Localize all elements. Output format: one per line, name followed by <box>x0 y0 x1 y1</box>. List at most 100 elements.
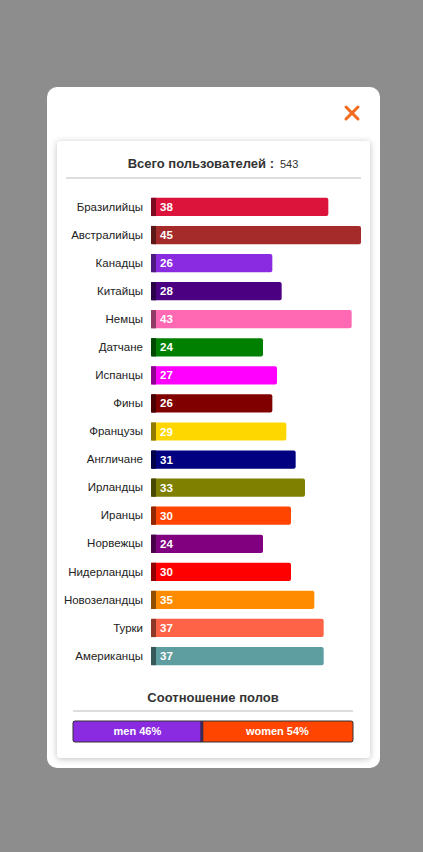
bar <box>151 226 361 244</box>
data-label: 37 <box>160 622 173 634</box>
separator <box>73 711 353 712</box>
data-label: 38 <box>160 201 173 213</box>
data-label: 31 <box>160 454 173 466</box>
tick: Испанцы <box>95 369 143 381</box>
category-axis: Бразилийцы Австралийцы Канадцы Китайцы Немцы… <box>64 201 143 662</box>
separator <box>66 178 361 179</box>
tick: Немцы <box>106 313 143 325</box>
category-label: Нидерландцы <box>68 566 143 578</box>
data-label: 24 <box>160 341 173 353</box>
total-value: 543 <box>280 158 298 170</box>
tick: Канадцы <box>96 257 143 269</box>
bar-edge <box>151 254 156 272</box>
category-label: Норвежцы <box>87 537 143 549</box>
tick: Бразилийцы <box>77 201 143 213</box>
bar-edge <box>151 450 156 468</box>
data-label: 26 <box>160 397 173 409</box>
bar-frame <box>73 721 353 742</box>
bar-edge <box>151 479 156 497</box>
category-label: Австралийцы <box>71 229 143 241</box>
category-label: Англичане <box>87 453 143 465</box>
close-stroke[interactable] <box>346 107 358 119</box>
data-label: women 54% <box>245 725 309 737</box>
title-text: Всего пользователей : <box>128 156 274 171</box>
tick: Англичане <box>87 453 143 465</box>
card <box>57 141 370 758</box>
bar <box>151 422 286 440</box>
category-label: Французы <box>89 425 143 437</box>
category-label: Немцы <box>106 313 143 325</box>
bar-edge <box>151 198 156 216</box>
bar <box>151 282 282 300</box>
data-label: 45 <box>160 229 173 241</box>
bar <box>151 254 272 272</box>
tick: Иранцы <box>101 509 143 521</box>
bar-edge <box>151 535 156 553</box>
data-label: 30 <box>160 510 173 522</box>
category-label: Иранцы <box>101 509 143 521</box>
bar-edge <box>151 563 156 581</box>
bar-edge <box>151 226 156 244</box>
data-label: 33 <box>160 482 173 494</box>
close-stroke[interactable] <box>346 107 358 119</box>
bar-segment <box>202 721 353 742</box>
backdrop <box>0 0 423 852</box>
category-label: Ирландцы <box>88 481 143 493</box>
chart-title: Всего пользователей : 543 <box>128 156 299 171</box>
data-label: 24 <box>160 538 173 550</box>
bar <box>151 507 291 525</box>
data-label: 28 <box>160 285 173 297</box>
category-label: Фины <box>113 397 143 409</box>
data-labels: men 46% women 54% <box>114 725 310 737</box>
data-label: 37 <box>160 650 173 662</box>
bar-edge <box>151 310 156 328</box>
bar-edge <box>151 282 156 300</box>
bar <box>151 198 328 216</box>
bar <box>151 450 296 468</box>
tick: Новозеландцы <box>64 594 143 606</box>
category-label: Датчане <box>99 341 143 353</box>
data-label: 43 <box>160 313 173 325</box>
bar <box>151 394 272 412</box>
bar-edge <box>151 422 156 440</box>
bar-edge <box>151 338 156 356</box>
tick: Китайцы <box>97 285 143 297</box>
bar <box>151 619 324 637</box>
data-label: men 46% <box>114 725 162 737</box>
modal <box>47 87 380 768</box>
canvas: Всего пользователей : 543 Бразилийцы Австра… <box>0 0 423 852</box>
bar <box>151 310 352 328</box>
tick: Ирландцы <box>88 481 143 493</box>
tick: Австралийцы <box>71 229 143 241</box>
tick: Норвежцы <box>87 537 143 549</box>
tick: Нидерландцы <box>68 566 143 578</box>
bar <box>151 535 263 553</box>
tick: Турки <box>113 622 143 634</box>
bar-edge <box>151 647 156 665</box>
category-label: Бразилийцы <box>77 201 143 213</box>
data-label: 27 <box>160 369 173 381</box>
bar-edge <box>151 619 156 637</box>
bar <box>151 591 314 609</box>
tick: Французы <box>89 425 143 437</box>
category-label: Американцы <box>75 650 143 662</box>
category-label: Канадцы <box>96 257 143 269</box>
tick: Американцы <box>75 650 143 662</box>
tick: Датчане <box>99 341 143 353</box>
bar-edge <box>151 591 156 609</box>
data-label: 30 <box>160 566 173 578</box>
tick: Фины <box>113 397 143 409</box>
bar <box>151 479 305 497</box>
bars <box>151 198 361 665</box>
category-label: Новозеландцы <box>64 594 143 606</box>
data-label: 35 <box>160 594 173 606</box>
bar <box>151 338 263 356</box>
segment-divider <box>200 721 203 742</box>
bar-segment <box>73 721 202 742</box>
stacked-bars <box>73 721 353 742</box>
data-label: 29 <box>160 426 173 438</box>
close-button[interactable] <box>346 107 358 119</box>
bar-edge <box>151 366 156 384</box>
bar <box>151 647 324 665</box>
data-label: 26 <box>160 257 173 269</box>
